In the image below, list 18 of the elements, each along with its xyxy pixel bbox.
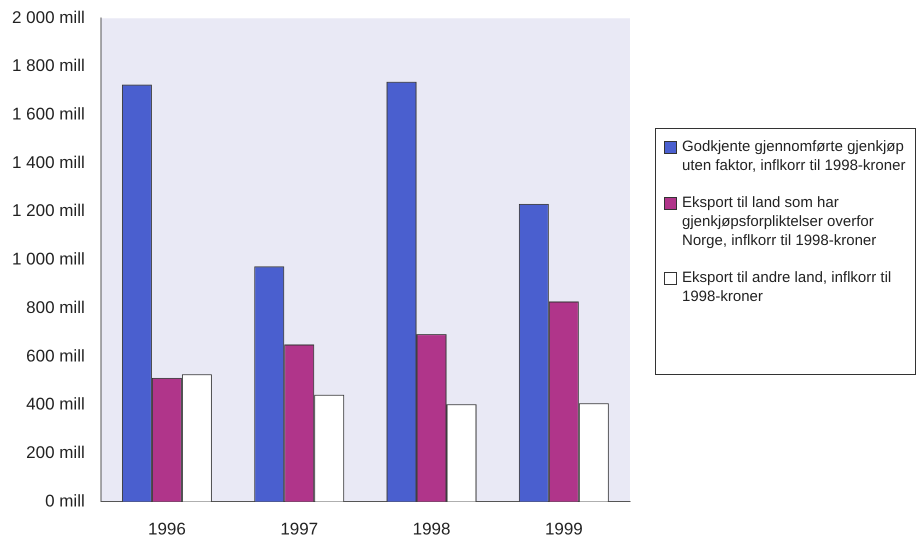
legend-label: Eksport til andre land, inflkorr til 1998-kroner (682, 268, 892, 306)
y-tick-label: 0 mill (45, 491, 85, 510)
y-tick-label: 1 600 mill (12, 104, 85, 124)
legend-label: Godkjente gjennomførte gjenkjøp uten faktor, inflkorr til 1998-kroner (682, 137, 906, 175)
y-tick-label: 600 mill (26, 346, 85, 366)
x-tick-label: 1997 (280, 519, 318, 538)
x-tick-label: 1999 (544, 519, 583, 538)
y-tick-label: 200 mill (26, 442, 85, 462)
y-tick-label: 1 000 mill (12, 250, 85, 269)
y-tick-label: 1 800 mill (12, 56, 85, 76)
x-tick-label: 1998 (412, 519, 450, 538)
y-tick-label: 800 mill (26, 298, 85, 317)
y-tick-label: 400 mill (26, 394, 85, 414)
y-tick-label: 2 000 mill (12, 8, 85, 27)
x-tick-label: 1996 (148, 519, 186, 538)
legend-label: Eksport til land som har gjenkjøpsforpliktelser overfor Norge, inflkorr til 1998-kroner (682, 193, 878, 250)
y-tick-label: 1 400 mill (12, 152, 85, 172)
y-tick-label: 1 200 mill (12, 201, 85, 220)
